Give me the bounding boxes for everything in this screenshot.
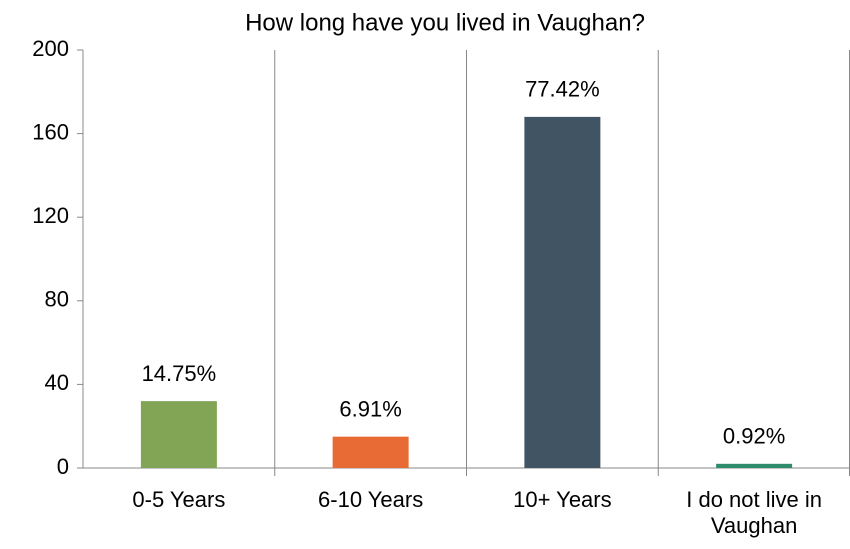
y-tick-label: 120 (32, 203, 69, 228)
y-tick-label: 40 (45, 370, 69, 395)
x-tick-label: 0-5 Years (132, 487, 225, 512)
x-tick-label: I do not live in Vaughan (686, 487, 822, 538)
y-tick-label: 200 (32, 36, 69, 61)
data-label: 0.92% (723, 424, 785, 449)
chart-title: How long have you lived in Vaughan? (245, 9, 645, 36)
x-tick-label: 10+ Years (513, 487, 611, 512)
y-tick-label: 0 (57, 454, 69, 479)
bar (140, 401, 217, 468)
bar (716, 463, 793, 468)
y-tick-label: 160 (32, 119, 69, 144)
data-label: 14.75% (142, 361, 217, 386)
data-label: 6.91% (339, 396, 401, 421)
y-tick-label: 80 (45, 287, 69, 312)
bar (524, 116, 601, 468)
x-tick-label: 6-10 Years (318, 487, 423, 512)
data-label: 77.42% (525, 77, 600, 102)
bar (332, 436, 409, 468)
